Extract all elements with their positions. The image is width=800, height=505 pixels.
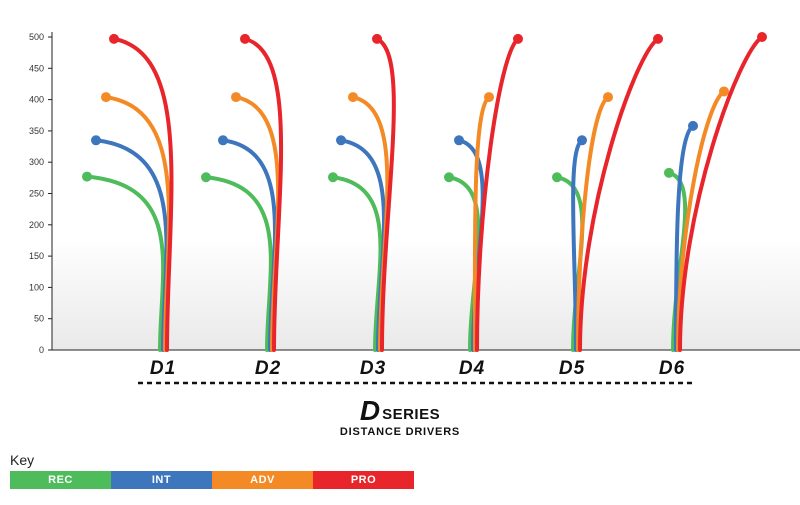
y-tick-label: 450 — [29, 63, 44, 73]
distance-point-d1-pro — [109, 33, 119, 44]
distance-point-d6-int — [688, 120, 698, 131]
disc-label-d4: D4 — [459, 358, 485, 379]
flight-path-d4-rec — [447, 175, 481, 352]
distance-point-d2-int — [218, 135, 228, 146]
distance-point-d6-adv — [719, 86, 729, 97]
key-bar: REC INT ADV PRO — [10, 471, 414, 489]
key-rec: REC — [10, 471, 111, 489]
distance-point-d2-rec — [201, 172, 211, 183]
flight-path-d2-rec — [204, 175, 273, 352]
series-logo-letter: D — [359, 395, 381, 426]
disc-label-d3: D3 — [360, 358, 386, 379]
distance-point-d1-rec — [82, 171, 92, 182]
flight-path-d2-pro — [243, 36, 284, 352]
distance-point-d6-rec — [664, 167, 674, 178]
disc-label-d1: D1 — [150, 358, 176, 379]
flight-path-d4-pro — [475, 36, 520, 352]
series-subtitle: DISTANCE DRIVERS — [339, 426, 461, 438]
distance-point-d5-adv — [603, 92, 613, 103]
y-tick-label: 50 — [34, 314, 44, 324]
flight-path-d1-rec — [85, 174, 166, 352]
distance-point-d3-rec — [328, 172, 338, 183]
y-tick-label: 100 — [29, 282, 44, 292]
distance-point-d4-pro — [513, 33, 523, 44]
distance-point-d3-int — [336, 135, 346, 146]
disc-label-d5: D5 — [559, 358, 585, 379]
distance-point-d5-rec — [552, 172, 562, 183]
flight-path-d6-pro — [678, 35, 764, 352]
flight-path-d6-int — [674, 123, 695, 352]
key-title: Key — [10, 452, 35, 468]
distance-point-d6-pro — [757, 32, 767, 42]
distance-point-d3-pro — [372, 33, 382, 44]
y-tick-label: 250 — [29, 189, 44, 199]
flight-path-d3-pro — [375, 36, 396, 352]
distance-point-d4-rec — [444, 172, 454, 183]
distance-point-d2-pro — [240, 33, 250, 44]
disc-label-d6: D6 — [659, 358, 685, 379]
distance-point-d1-int — [91, 135, 101, 146]
series-logo: D SERIES DISTANCE DRIVERS — [0, 395, 800, 439]
distance-point-d4-adv — [484, 92, 494, 103]
distance-point-d3-adv — [348, 92, 358, 103]
distance-point-d5-int — [577, 135, 587, 146]
distance-point-d2-adv — [231, 92, 241, 103]
key-int: INT — [111, 471, 212, 489]
flight-path-d5-pro — [578, 36, 660, 352]
y-tick-label: 400 — [29, 95, 44, 105]
distance-point-d1-adv — [101, 92, 111, 103]
distance-point-d4-int — [454, 135, 464, 146]
key-adv: ADV — [212, 471, 313, 489]
flight-path-d5-adv — [576, 95, 610, 352]
key-pro: PRO — [313, 471, 414, 489]
y-tick-label: 200 — [29, 220, 44, 230]
flight-path-d4-adv — [472, 95, 491, 352]
flight-path-d5-int — [571, 138, 584, 352]
flight-path-d6-adv — [676, 89, 726, 352]
series-logo-word: SERIES — [382, 406, 441, 423]
distance-point-d5-pro — [653, 33, 663, 44]
disc-label-d2: D2 — [255, 358, 281, 379]
flight-path-d1-pro — [112, 36, 174, 352]
flight-chart: 0 50 100 150 200 250 300 350 400 450 500 D1 D2 D3 D4 D… — [29, 32, 800, 385]
y-tick-label: 350 — [29, 126, 44, 136]
y-tick-label: 500 — [29, 32, 44, 42]
y-tick-label: 300 — [29, 157, 44, 167]
flight-path-d3-rec — [331, 175, 383, 352]
y-tick-label: 150 — [29, 251, 44, 261]
y-tick-label: 0 — [39, 345, 44, 355]
